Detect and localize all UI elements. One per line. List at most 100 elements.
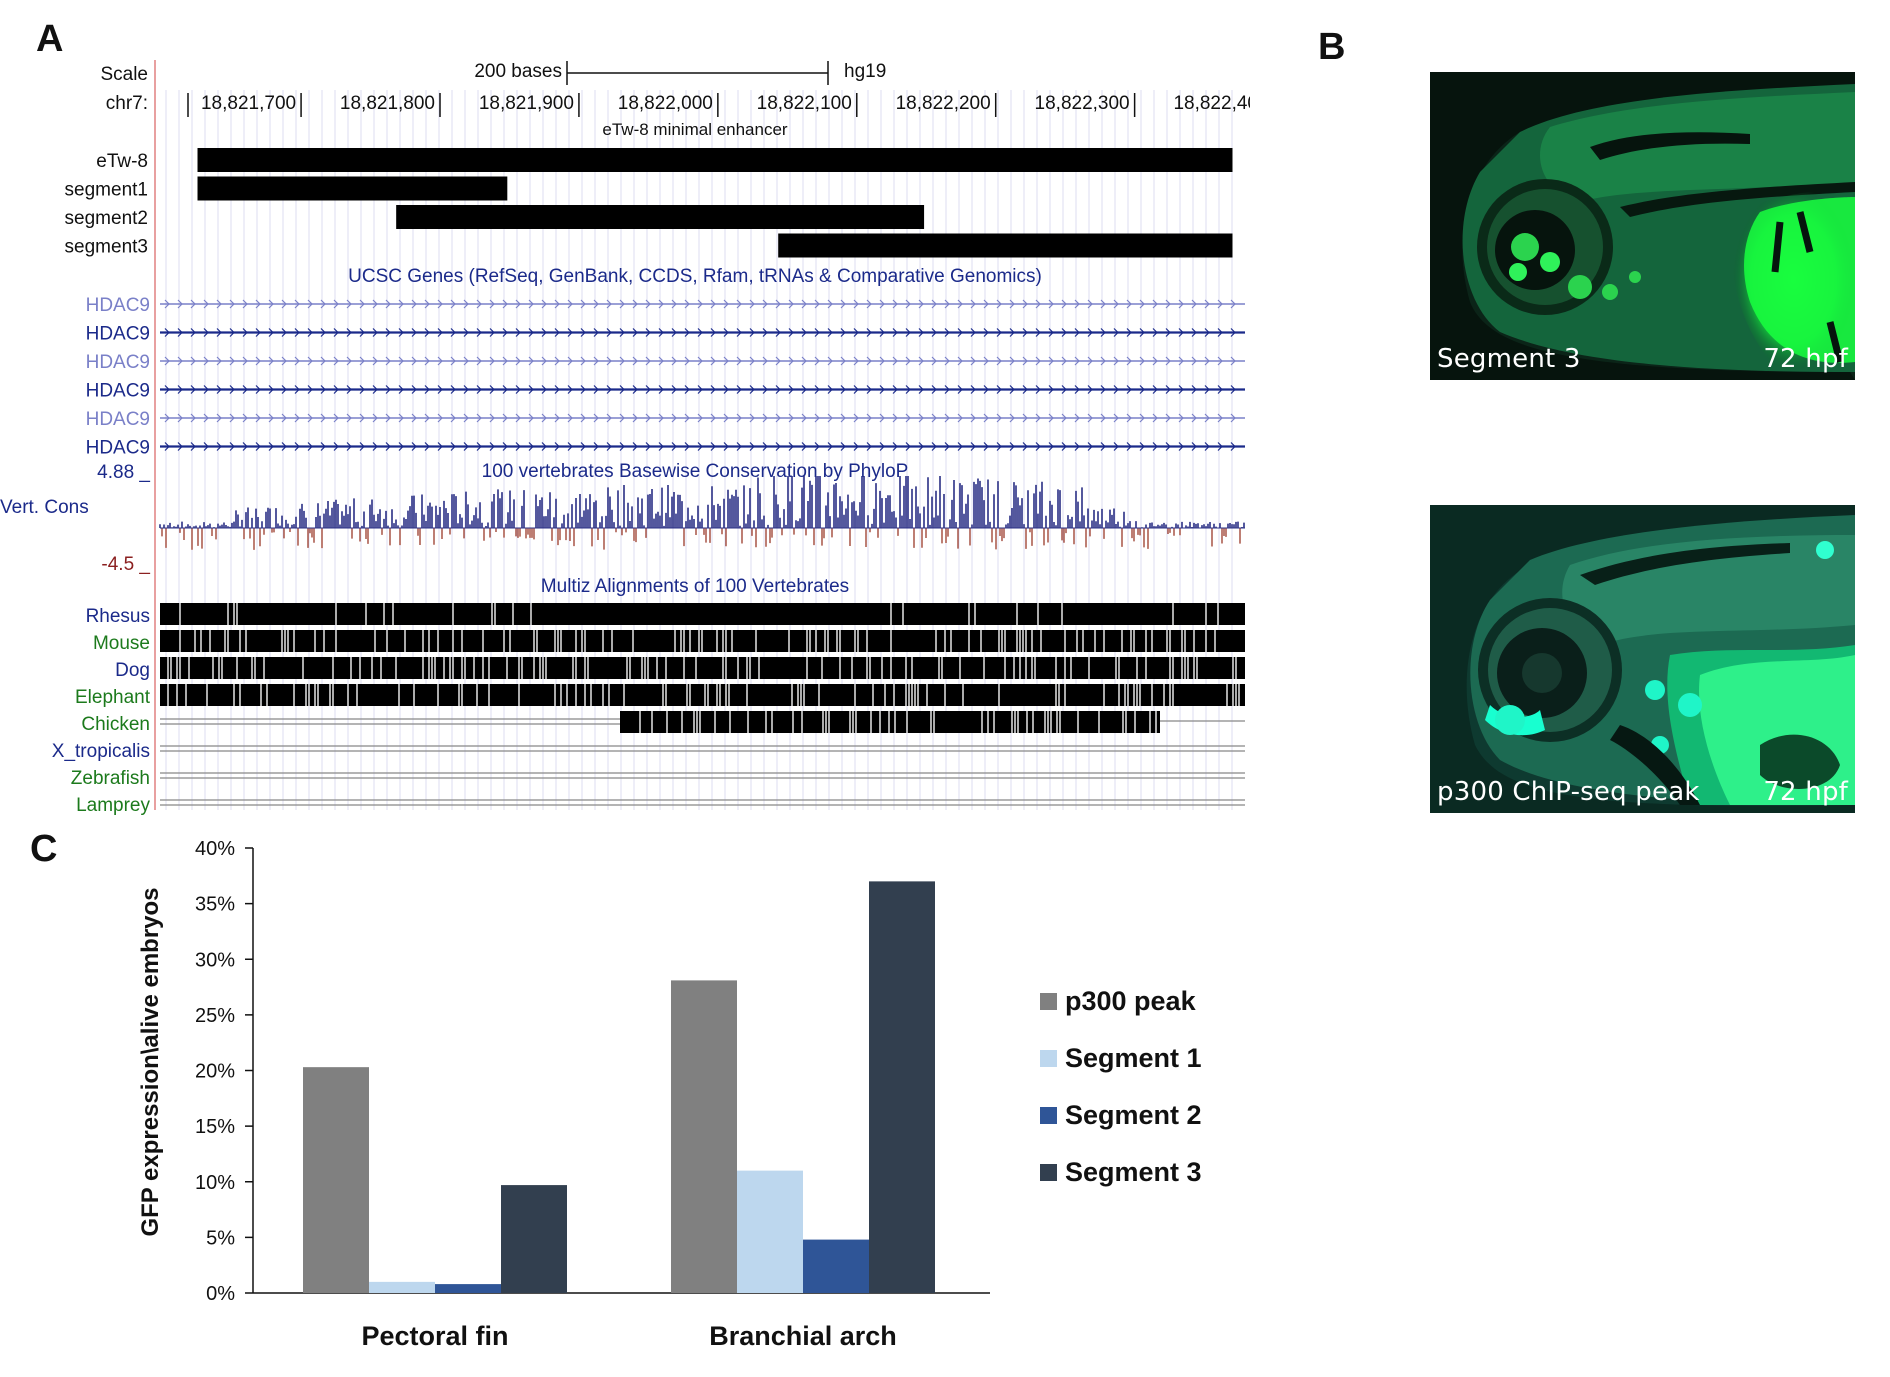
genome-browser-panel: Scale 200 bases hg19 chr7: 18,821,700 18,… xyxy=(0,60,1250,815)
bar xyxy=(501,1185,567,1293)
gene-strand-chevrons xyxy=(164,299,1236,309)
bar xyxy=(435,1284,501,1293)
scale-label: Scale xyxy=(100,64,148,85)
conservation-negative-signal xyxy=(161,528,1241,550)
ucsc-genes-track: HDAC9 HDAC9 HDAC9 HDAC9 HDAC9 HDAC9 xyxy=(86,295,1245,459)
y-tick-label: 5% xyxy=(206,1227,235,1249)
chart-bars xyxy=(303,881,935,1293)
ruler-tick-label: 18,822,300 xyxy=(1035,93,1130,114)
legend-entry: Segment 3 xyxy=(1065,1157,1202,1187)
photo-stage-label: 72 hpf xyxy=(1763,777,1848,807)
alignment-block xyxy=(160,603,1245,625)
y-tick-label: 20% xyxy=(195,1061,235,1083)
alignment-mismatch-stripes xyxy=(179,603,1219,625)
alignment-mismatch-stripes xyxy=(167,684,1240,706)
species-label: X_tropicalis xyxy=(52,741,150,762)
gene-label: HDAC9 xyxy=(86,438,150,459)
alignment-block xyxy=(620,711,1160,733)
chart-y-axis-label: GFP expression\alive embryos xyxy=(137,887,164,1236)
photo-stage-label: 72 hpf xyxy=(1763,344,1848,374)
embryo-image-p300-peak: p300 ChIP-seq peak 72 hpf xyxy=(1430,505,1855,813)
embryo-fluorescence-picture xyxy=(1430,505,1855,813)
segment-label: segment1 xyxy=(65,180,148,201)
bar xyxy=(303,1067,369,1293)
y-tick-label: 35% xyxy=(195,894,235,916)
gene-label: HDAC9 xyxy=(86,295,150,316)
chart-legend: p300 peak Segment 1 Segment 2 Segment 3 xyxy=(1040,986,1202,1187)
chart-category-labels: Pectoral fin Branchial arch xyxy=(361,1321,896,1351)
cons-max-label: 4.88 _ xyxy=(97,462,150,483)
segment-bar xyxy=(396,205,925,229)
ruler-tick-label: 18,822,400 xyxy=(1173,93,1250,114)
chrom-label: chr7: xyxy=(106,93,148,114)
multiz-alignment-track: Rhesus Mouse Dog Elephant Chicken X_tropicali… xyxy=(52,603,1245,815)
segment-bar xyxy=(778,233,1233,258)
enhancer-segment-track: eTw-8 segment1 segment2 segment3 xyxy=(65,148,1233,258)
gene-label: HDAC9 xyxy=(86,324,150,345)
gene-label: HDAC9 xyxy=(86,381,150,402)
y-tick-label: 10% xyxy=(195,1172,235,1194)
scale-bar xyxy=(566,61,829,85)
alignment-mismatch-stripes xyxy=(179,630,1216,652)
ruler-tick-label: 18,822,200 xyxy=(896,93,991,114)
y-tick-label: 0% xyxy=(206,1283,235,1305)
bar xyxy=(671,980,737,1293)
ruler-tick-label: 18,822,100 xyxy=(757,93,852,114)
y-tick-label: 40% xyxy=(195,838,235,860)
scale-bar-text: 200 bases xyxy=(474,61,562,82)
species-label: Zebrafish xyxy=(71,768,150,789)
legend-swatch xyxy=(1040,993,1057,1010)
y-tick-label: 25% xyxy=(195,1005,235,1027)
assembly-label: hg19 xyxy=(844,61,886,82)
gene-strand-chevrons xyxy=(164,385,1236,394)
species-label: Rhesus xyxy=(86,606,150,627)
enhancer-track-title: eTw-8 minimal enhancer xyxy=(602,120,788,139)
embryo-fluorescence-picture xyxy=(1430,72,1855,380)
legend-entry: p300 peak xyxy=(1065,986,1197,1016)
legend-swatch xyxy=(1040,1164,1057,1181)
segment-bar xyxy=(197,148,1233,172)
species-label: Mouse xyxy=(93,633,150,654)
ruler-tick-label: 18,822,000 xyxy=(618,93,713,114)
panel-c-label: C xyxy=(30,828,58,870)
bar xyxy=(869,881,935,1293)
chart-y-ticks: 0% 5% 10% 15% 20% 25% 30% 35% 40% xyxy=(195,838,253,1305)
ruler-tick-label: 18,821,700 xyxy=(201,93,296,114)
segment-bar xyxy=(197,176,508,201)
species-label: Lamprey xyxy=(76,795,150,815)
coordinate-ruler: 18,821,700 18,821,800 18,821,900 18,822,000… xyxy=(201,93,1250,117)
species-label: Elephant xyxy=(75,687,151,708)
genes-track-title: UCSC Genes (RefSeq, GenBank, CCDS, Rfam,… xyxy=(348,266,1042,287)
gfp-expression-bar-chart: GFP expression\alive embryos 0% 5% 10% 15% 2… xyxy=(137,838,1202,1351)
segment-label: eTw-8 xyxy=(96,151,148,172)
multiz-track-title: Multiz Alignments of 100 Vertebrates xyxy=(541,576,849,597)
y-tick-label: 30% xyxy=(195,949,235,971)
cons-track-title: 100 vertebrates Basewise Conservation by… xyxy=(482,461,909,482)
bar xyxy=(803,1239,869,1293)
panel-b-label: B xyxy=(1318,26,1346,68)
ruler-tick-label: 18,821,800 xyxy=(340,93,435,114)
gene-label: HDAC9 xyxy=(86,352,150,373)
segment-label: segment3 xyxy=(65,237,148,258)
x-category-label: Branchial arch xyxy=(709,1321,897,1351)
alignment-mismatch-stripes xyxy=(639,711,1157,733)
bar xyxy=(737,1170,803,1293)
photo-construct-label: p300 ChIP-seq peak xyxy=(1437,777,1700,807)
alignment-mismatch-stripes xyxy=(167,657,1237,679)
alignment-block xyxy=(160,657,1245,679)
legend-entry: Segment 1 xyxy=(1065,1043,1202,1073)
alignment-block xyxy=(160,684,1245,706)
embryo-image-segment3: Segment 3 72 hpf xyxy=(1430,72,1855,380)
photo-construct-label: Segment 3 xyxy=(1437,344,1581,374)
legend-entry: Segment 2 xyxy=(1065,1100,1202,1130)
species-label: Chicken xyxy=(81,714,150,735)
conservation-positive-signal xyxy=(159,476,1245,528)
panel-a-label: A xyxy=(36,18,64,60)
cons-track-label: Vert. Cons xyxy=(0,497,89,518)
cons-min-label: -4.5 _ xyxy=(101,554,150,575)
gene-strand-chevrons xyxy=(164,328,1236,337)
phylop-conservation-track xyxy=(159,476,1245,550)
ruler-tick-label: 18,821,900 xyxy=(479,93,574,114)
bar xyxy=(369,1281,435,1293)
segment-label: segment2 xyxy=(65,208,148,229)
